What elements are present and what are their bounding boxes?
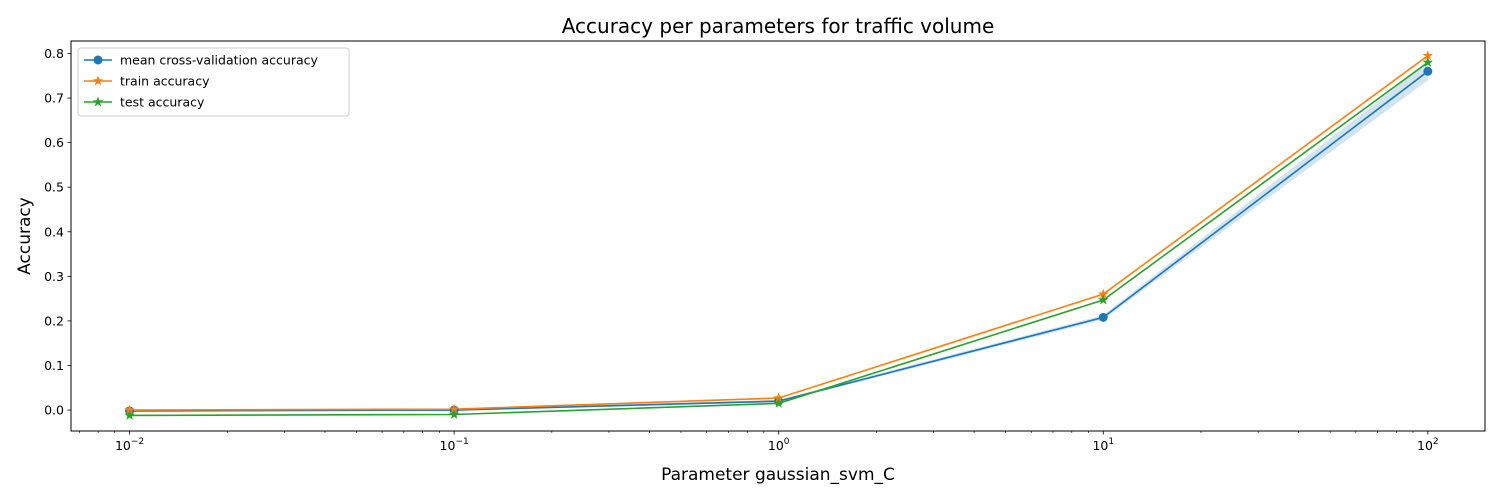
x-tick-base: 10 (768, 438, 784, 453)
y-axis: 0.0 0.1 0.2 0.3 0.4 0.5 0.6 0.7 0.8 (44, 46, 71, 418)
y-tick-label: 0.8 (44, 46, 64, 61)
legend-label: test accuracy (120, 95, 205, 110)
y-tick-label: 0.3 (44, 269, 64, 284)
x-tick-exponent: 1 (1108, 437, 1114, 447)
data-point (1423, 66, 1433, 76)
y-tick-label: 0.2 (44, 313, 64, 328)
y-tick-label: 0.1 (44, 358, 64, 373)
series-line (129, 70, 1429, 412)
y-axis-title: Accuracy (15, 197, 35, 275)
x-tick-label: 102 (1417, 437, 1439, 453)
x-axis: 10−2 10−1 100 101 102 (78, 431, 1439, 453)
x-axis-title: Parameter gaussian_svm_C (661, 465, 895, 485)
data-point (1098, 294, 1109, 305)
data-point (124, 409, 135, 420)
legend-swatch-marker (92, 75, 104, 86)
x-tick-base: 10 (1417, 438, 1433, 453)
plot-frame (70, 40, 1486, 432)
x-tick-label: 10−1 (440, 437, 469, 453)
x-tick-exponent: −1 (455, 437, 468, 447)
x-tick-label: 10−2 (115, 437, 144, 453)
data-point (773, 397, 784, 408)
series-layer (124, 50, 1434, 420)
y-tick-label: 0.6 (44, 135, 64, 150)
y-tick-label: 0.0 (44, 403, 64, 418)
legend-box (77, 47, 350, 117)
x-tick-base: 10 (115, 438, 131, 453)
data-point (448, 409, 460, 419)
legend: mean cross-validation accuracy train accu… (77, 47, 350, 117)
data-point (1098, 312, 1108, 322)
x-tick-exponent: 0 (784, 437, 790, 447)
legend-label: mean cross-validation accuracy (120, 53, 319, 68)
x-tick-exponent: −2 (131, 437, 144, 447)
x-tick-label: 100 (768, 437, 790, 453)
y-tick-label: 0.5 (44, 180, 64, 195)
x-tick-label: 101 (1092, 437, 1114, 453)
y-tick-label: 0.7 (44, 91, 64, 106)
x-tick-base: 10 (440, 438, 456, 453)
data-point (1422, 56, 1434, 67)
legend-label: train accuracy (120, 74, 210, 89)
chart-title: Accuracy per parameters for traffic volu… (562, 14, 995, 38)
legend-swatch-marker (93, 55, 103, 65)
x-tick-exponent: 2 (1433, 437, 1439, 447)
y-tick-label: 0.4 (44, 224, 64, 239)
x-tick-base: 10 (1092, 438, 1108, 453)
legend-swatch-marker (92, 96, 104, 107)
